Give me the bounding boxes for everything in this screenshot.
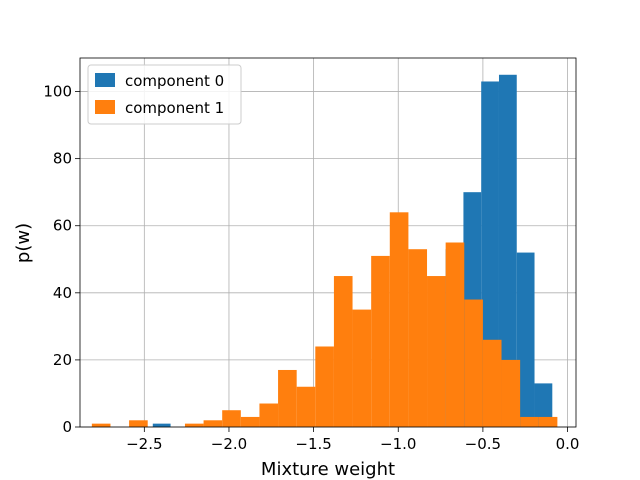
histogram-bar-component-1 — [129, 420, 148, 427]
y-tick-label: 100 — [43, 83, 72, 101]
histogram-bar-component-1 — [184, 423, 204, 427]
x-tick-label: −2.0 — [211, 435, 247, 453]
histogram-bar-component-1 — [427, 276, 446, 427]
histogram-bar-component-1 — [371, 255, 390, 427]
histogram-bar-component-0 — [516, 252, 535, 427]
legend-swatch-component-1 — [95, 100, 115, 114]
legend-swatch-component-0 — [95, 73, 115, 87]
legend-box — [87, 64, 242, 125]
histogram-bar-component-1 — [352, 309, 372, 427]
histogram-bar-component-0 — [498, 74, 517, 427]
plot-frame — [79, 57, 577, 428]
y-tick-label: 0 — [62, 418, 72, 436]
histogram-bar-component-1 — [91, 423, 111, 427]
y-tick-label: 60 — [53, 217, 72, 235]
histogram-bar-component-1 — [203, 420, 223, 427]
bars — [91, 74, 558, 428]
histogram-bar-component-1 — [296, 386, 316, 427]
y-tick-label: 40 — [53, 284, 72, 302]
histogram-bar-component-1 — [482, 339, 502, 427]
x-tick-label: −1.0 — [380, 435, 416, 453]
x-tick-label: −2.5 — [126, 435, 162, 453]
y-tick-label: 20 — [53, 351, 72, 369]
histogram-bar-component-0 — [152, 423, 171, 427]
histogram-bar-component-0 — [534, 383, 553, 427]
histogram-bar-component-1 — [408, 249, 428, 427]
legend-label-component-0: component 0 — [125, 72, 224, 90]
y-axis-label: p(w) — [13, 223, 34, 263]
histogram-bar-component-1 — [520, 416, 539, 427]
legend: component 0 component 1 — [87, 64, 242, 125]
legend-label-component-1: component 1 — [125, 99, 224, 117]
histogram-bar-component-1 — [333, 276, 353, 427]
histogram-bar-component-1 — [538, 416, 558, 427]
histogram-bar-component-1 — [240, 416, 260, 427]
histogram-bar-component-1 — [259, 403, 279, 427]
histogram-bar-component-1 — [315, 346, 334, 427]
y-tick-label: 80 — [53, 150, 72, 168]
histogram-bar-component-1 — [501, 359, 521, 427]
axis-ticks: −2.5 −2.0 −1.5 −1.0 −0.5 0.0 0 20 40 60 80 100 — [43, 83, 579, 453]
x-tick-label: −0.5 — [465, 435, 501, 453]
histogram-bar-component-1 — [389, 212, 409, 427]
histogram-bar-component-1 — [445, 242, 465, 427]
histogram-bar-component-1 — [278, 369, 297, 427]
x-tick-label: 0.0 — [556, 435, 580, 453]
histogram-bar-component-1 — [222, 410, 241, 427]
histogram-bar-component-1 — [464, 299, 483, 427]
x-axis-label: Mixture weight — [261, 459, 395, 480]
x-tick-label: −1.5 — [295, 435, 331, 453]
